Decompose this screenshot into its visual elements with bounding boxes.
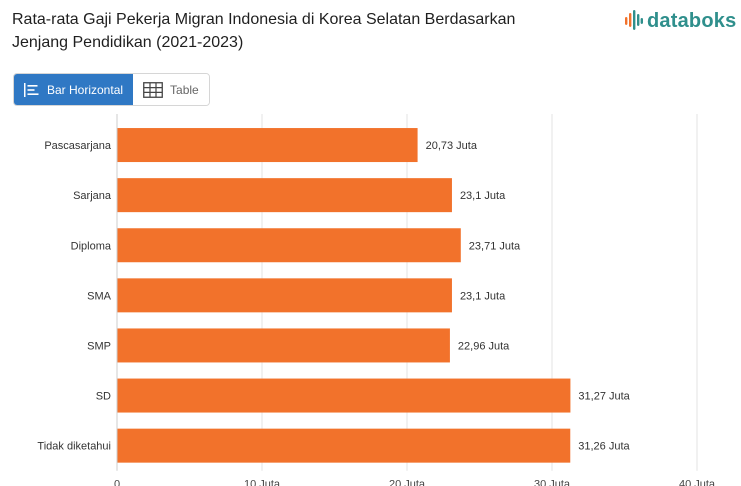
value-label-0: 20,73 Juta (426, 140, 478, 152)
value-label-1: 23,1 Juta (460, 190, 506, 202)
chart-title-line-1: Rata-rata Gaji Pekerja Migran Indonesia … (12, 11, 516, 28)
x-tick-label-4: 40 Juta (679, 479, 716, 486)
bar-chart: Pascasarjana 20,73 Juta Sarjana 23,1 Juta Di… (37, 114, 716, 486)
x-tick-label-3: 30 Juta (534, 479, 571, 486)
table-grid-icon (143, 81, 163, 98)
bar-1[interactable] (117, 178, 452, 213)
bar-3[interactable] (117, 278, 452, 313)
value-label-6: 31,26 Juta (578, 441, 630, 453)
bar-chart-icon (24, 82, 39, 97)
table-button[interactable]: Table (133, 74, 209, 105)
x-tick-label-2: 20 Juta (389, 479, 426, 486)
value-label-3: 23,1 Juta (460, 290, 506, 302)
brand-logo[interactable]: databoks (625, 10, 736, 32)
chart-area: Pascasarjana 20,73 Juta Sarjana 23,1 Juta Di… (0, 110, 741, 486)
category-label-3: SMA (87, 290, 112, 302)
x-tick-label-0: 0 (114, 479, 120, 486)
category-label-5: SD (96, 391, 111, 403)
databoks-logo-icon (625, 10, 643, 30)
value-label-5: 31,27 Juta (578, 391, 630, 403)
category-label-6: Tidak diketahui (37, 441, 111, 453)
bar-5[interactable] (117, 378, 571, 413)
table-label: Table (170, 82, 199, 97)
brand-name: databoks (647, 9, 737, 32)
view-toggle: Bar Horizontal Table (13, 73, 210, 106)
chart-title: Rata-rata Gaji Pekerja Migran Indonesia … (12, 8, 572, 54)
bar-horizontal-label: Bar Horizontal (47, 82, 124, 97)
category-label-2: Diploma (71, 240, 112, 252)
chart-title-line-2: Jenjang Pendidikan (2021-2023) (12, 34, 244, 51)
bar-0[interactable] (117, 128, 418, 163)
category-label-4: SMP (87, 340, 111, 352)
x-tick-label-1: 10 Juta (244, 479, 281, 486)
bar-horizontal-button[interactable]: Bar Horizontal (14, 74, 134, 105)
bar-6[interactable] (117, 428, 571, 463)
category-label-1: Sarjana (73, 190, 112, 202)
value-label-4: 22,96 Juta (458, 340, 510, 352)
category-label-0: Pascasarjana (44, 140, 112, 152)
value-label-2: 23,71 Juta (469, 240, 521, 252)
bar-4[interactable] (117, 328, 450, 363)
bar-2[interactable] (117, 228, 461, 263)
